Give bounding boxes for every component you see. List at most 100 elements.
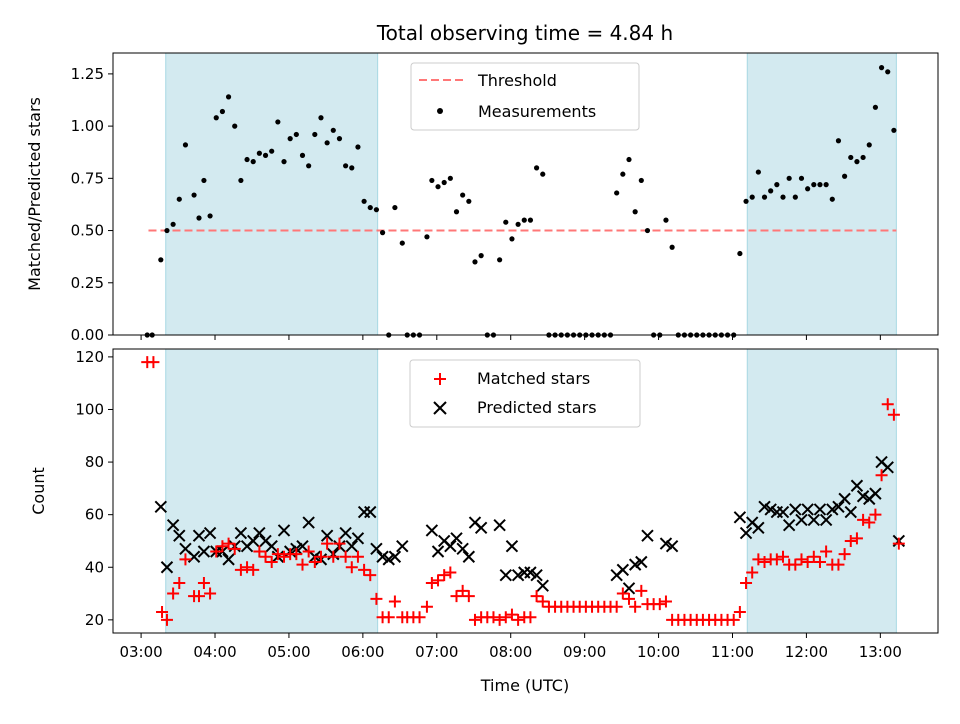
matched-star-point xyxy=(278,550,291,563)
x-tick-label: 04:00 xyxy=(193,643,236,661)
predicted-star-point xyxy=(776,505,790,519)
matched-star-point xyxy=(462,590,475,603)
predicted-star-point xyxy=(511,568,525,582)
measurement-point xyxy=(238,177,244,184)
matched-star-point xyxy=(635,584,648,597)
matched-star-point xyxy=(290,548,303,561)
measurement-point xyxy=(620,171,626,177)
matched-star-point xyxy=(795,553,808,566)
matched-star-point xyxy=(820,545,833,558)
top-y-tick-label: 1.25 xyxy=(71,65,104,83)
matched-star-point xyxy=(234,563,247,576)
measurement-point xyxy=(774,182,780,188)
matched-star-point xyxy=(314,550,327,563)
predicted-star-point xyxy=(396,540,409,553)
measurement-point xyxy=(176,196,182,202)
matched-star-point xyxy=(622,592,635,605)
matched-star-point xyxy=(259,550,272,563)
matched-star-point xyxy=(388,595,401,608)
measurement-point xyxy=(749,194,755,200)
top-y-tick-label: 0.25 xyxy=(71,274,104,292)
predicted-star-point xyxy=(450,532,463,545)
measurement-point xyxy=(287,136,293,142)
matched-star-point xyxy=(881,398,894,411)
bottom-panel: 20 40 60 80 100 120 03:00 04:00 05:00 06:00 07:00… xyxy=(29,348,939,695)
bottom-y-tick-label: 20 xyxy=(85,611,104,629)
matched-star-point xyxy=(844,534,857,547)
bottom-y-tick-label: 120 xyxy=(75,348,104,366)
top-y-tick-label: 1.00 xyxy=(71,117,104,135)
measurement-point xyxy=(343,163,349,169)
predicted-star-point xyxy=(302,516,315,529)
measurement-point xyxy=(219,108,226,115)
predicted-star-point xyxy=(622,582,636,595)
matched-star-point xyxy=(752,553,765,566)
measurement-point xyxy=(299,152,306,158)
measurement-point xyxy=(878,65,885,71)
matched-star-point xyxy=(892,537,905,550)
matched-star-point xyxy=(413,611,426,624)
measurement-point xyxy=(743,198,749,204)
matched-star-point xyxy=(358,563,371,576)
x-tick-label: 03:00 xyxy=(119,643,162,661)
measurement-point xyxy=(429,177,435,184)
predicted-star-point xyxy=(339,526,352,540)
matched-star-point xyxy=(197,577,210,590)
measurement-point xyxy=(792,194,798,200)
measurement-point xyxy=(170,221,176,227)
measurement-point xyxy=(540,171,546,177)
measurement-point xyxy=(614,190,620,196)
measurement-point xyxy=(632,209,638,215)
measurement-point xyxy=(361,198,367,204)
matched-star-point xyxy=(156,605,169,618)
predicted-star-point xyxy=(376,550,389,563)
measurement-point xyxy=(885,69,891,75)
measurement-point xyxy=(435,184,441,190)
predicted-star-point xyxy=(499,568,512,582)
measurement-point xyxy=(447,175,453,181)
measurement-point xyxy=(191,192,197,198)
measurement-point xyxy=(232,123,238,129)
top-y-tick-label: 0.00 xyxy=(71,326,104,344)
matched-star-point xyxy=(222,537,235,550)
predicted-star-point xyxy=(345,540,358,553)
predicted-star-point xyxy=(826,503,839,516)
matched-star-point xyxy=(444,566,457,579)
x-tick-label: 08:00 xyxy=(489,643,532,661)
predicted-star-point xyxy=(203,526,217,540)
predicted-star-point xyxy=(296,540,309,553)
predicted-star-point xyxy=(197,545,211,558)
predicted-star-point xyxy=(850,479,864,492)
bottom-y-axis-label: Count xyxy=(29,467,48,515)
measurement-point xyxy=(626,156,632,163)
matched-star-point xyxy=(351,550,364,563)
legend-predicted-marker xyxy=(433,401,447,415)
matched-star-point xyxy=(653,598,666,611)
measurement-point xyxy=(250,159,256,165)
predicted-star-point xyxy=(801,503,814,516)
measurement-point xyxy=(262,152,269,158)
measurement-point xyxy=(460,192,466,198)
matched-star-point xyxy=(204,587,217,600)
bottom-y-tick-label: 80 xyxy=(85,453,104,471)
measurement-point xyxy=(196,215,202,221)
matched-star-point xyxy=(727,613,740,626)
matched-star-point xyxy=(327,550,340,563)
matched-star-point xyxy=(487,611,500,624)
matched-star-point xyxy=(807,550,820,563)
x-tick-label: 10:00 xyxy=(637,643,680,661)
measurement-point xyxy=(293,131,299,138)
measurement-point xyxy=(207,213,213,219)
predicted-star-point xyxy=(869,487,882,500)
matched-star-point xyxy=(425,577,438,590)
measurement-point xyxy=(182,142,189,148)
matched-star-point xyxy=(179,553,192,566)
matched-star-point xyxy=(432,574,445,587)
measurement-point xyxy=(256,150,262,156)
measurement-point xyxy=(805,186,811,192)
measurement-point xyxy=(355,144,361,150)
predicted-star-point xyxy=(222,553,235,566)
predicted-star-point xyxy=(641,529,654,542)
legend-measurements-label: Measurements xyxy=(478,102,596,121)
